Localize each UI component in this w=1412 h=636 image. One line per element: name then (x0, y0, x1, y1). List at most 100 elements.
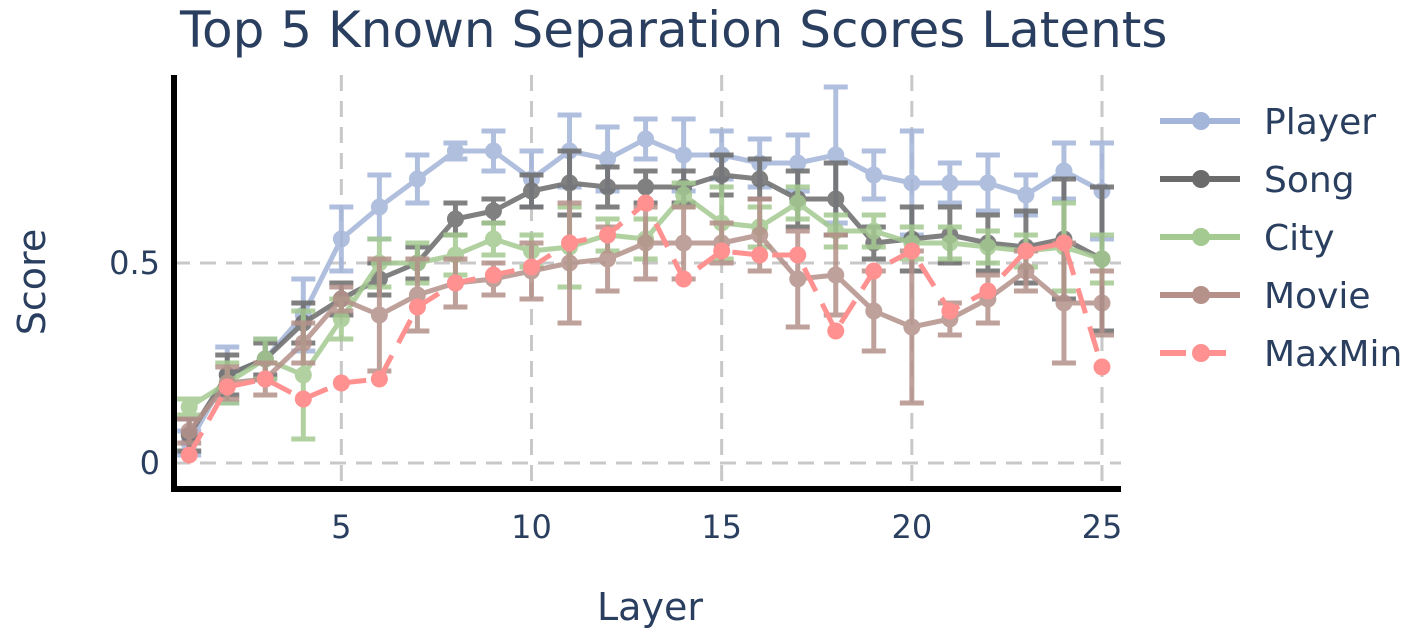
data-point (827, 190, 845, 208)
data-point (675, 234, 693, 252)
data-point (599, 178, 617, 196)
legend-label: City (1264, 218, 1335, 259)
data-point (408, 170, 426, 188)
data-point (903, 174, 921, 192)
legend-label: Song (1264, 160, 1355, 201)
data-point (523, 182, 541, 200)
x-tick-label: 20 (891, 508, 932, 546)
data-point (865, 222, 883, 240)
data-point (979, 282, 997, 300)
data-point (484, 230, 502, 248)
data-point (827, 266, 845, 284)
data-point (903, 242, 921, 260)
data-point (675, 186, 693, 204)
data-point (827, 322, 845, 340)
data-point (332, 230, 350, 248)
data-point (1093, 294, 1111, 312)
legend-marker (1192, 344, 1210, 362)
data-point (218, 378, 236, 396)
data-point (256, 370, 274, 388)
data-point (789, 246, 807, 264)
data-point (294, 390, 312, 408)
data-point (1093, 250, 1111, 268)
data-point (1017, 262, 1035, 280)
legend-label: Player (1264, 102, 1376, 143)
data-point (370, 198, 388, 216)
axes (171, 75, 1121, 492)
data-point (903, 318, 921, 336)
data-point (713, 166, 731, 184)
legend-marker (1192, 112, 1210, 130)
data-point (637, 194, 655, 212)
tick-labels: 5 10 15 20 25 0 0.5 (109, 244, 1122, 546)
x-tick-label: 25 (1082, 508, 1123, 546)
data-point (332, 290, 350, 308)
data-point (484, 266, 502, 284)
data-point (294, 366, 312, 384)
data-point (294, 334, 312, 352)
data-point (789, 194, 807, 212)
data-point (370, 370, 388, 388)
data-point (408, 298, 426, 316)
data-point (446, 142, 464, 160)
data-point (561, 254, 579, 272)
data-point (637, 234, 655, 252)
data-point (561, 174, 579, 192)
data-point (484, 202, 502, 220)
data-point (1055, 162, 1073, 180)
y-tick-label: 0.5 (109, 244, 160, 282)
chart-title: Top 5 Known Separation Scores Latents (180, 1, 1168, 59)
data-point (599, 250, 617, 268)
legend-marker (1192, 228, 1210, 246)
data-point (1017, 242, 1035, 260)
x-tick-label: 15 (701, 508, 742, 546)
data-point (523, 258, 541, 276)
data-point (637, 178, 655, 196)
data-point (713, 242, 731, 260)
series-maxmin (180, 194, 1111, 464)
data-point (599, 226, 617, 244)
legend-label: MaxMin (1264, 334, 1402, 375)
data-point (637, 130, 655, 148)
data-point (599, 150, 617, 168)
legend-label: Movie (1264, 276, 1371, 317)
legend: Player Song City Movie MaxMin (1160, 102, 1402, 375)
legend-marker (1192, 170, 1210, 188)
data-point (1093, 358, 1111, 376)
data-point (180, 398, 198, 416)
data-point (865, 302, 883, 320)
data-point (789, 154, 807, 172)
x-tick-label: 5 (331, 508, 351, 546)
data-point (789, 270, 807, 288)
data-point (979, 174, 997, 192)
data-point (180, 422, 198, 440)
data-point (561, 234, 579, 252)
y-tick-label: 0 (140, 444, 160, 482)
data-point (332, 374, 350, 392)
data-point (675, 146, 693, 164)
legend-item-song: Song (1160, 160, 1355, 201)
data-point (370, 306, 388, 324)
legend-item-movie: Movie (1160, 276, 1371, 317)
data-point (446, 210, 464, 228)
x-tick-label: 10 (511, 508, 552, 546)
data-point (751, 170, 769, 188)
data-point (979, 238, 997, 256)
legend-item-maxmin: MaxMin (1160, 334, 1402, 375)
data-point (751, 246, 769, 264)
x-axis-title: Layer (597, 585, 703, 629)
data-point (446, 274, 464, 292)
data-point (1017, 186, 1035, 204)
legend-marker (1192, 286, 1210, 304)
data-point (941, 302, 959, 320)
data-point (180, 446, 198, 464)
data-point (675, 270, 693, 288)
data-point (865, 166, 883, 184)
series-group (177, 84, 1114, 464)
legend-item-player: Player (1160, 102, 1376, 143)
data-point (941, 234, 959, 252)
data-point (408, 286, 426, 304)
data-point (941, 174, 959, 192)
y-axis-title: Score (10, 229, 54, 335)
data-point (865, 262, 883, 280)
